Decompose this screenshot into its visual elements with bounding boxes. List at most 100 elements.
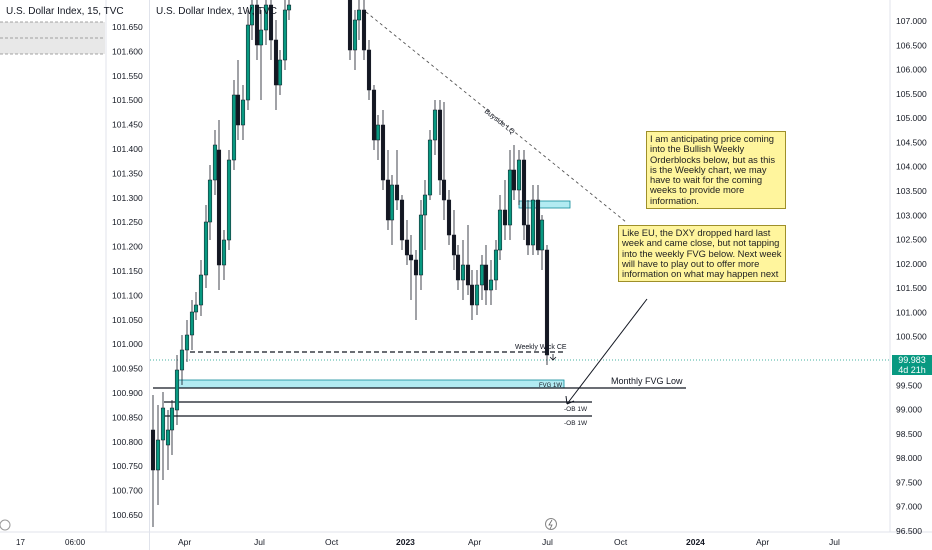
candle-body [193,304,199,313]
left-y-tick-label: 101.150 [112,266,143,276]
candle-body [245,24,251,101]
candle-body [465,264,471,286]
candle-body [451,234,457,256]
left-y-tick-label: 101.450 [112,120,143,130]
candle-body [516,159,522,191]
candle-body [282,9,288,61]
note-like-eu[interactable]: Like EU, the DXY dropped hard last week … [618,225,786,283]
x-tick-label: Apr [468,537,481,547]
candle-body [226,159,232,241]
x-tick-label: 2024 [686,537,705,547]
x-tick-label: 2023 [396,537,415,547]
candle-body [525,224,531,246]
left-y-tick-label: 100.750 [112,461,143,471]
note-anticipating[interactable]: I am anticipating price coming into the … [646,131,786,210]
candle-body [347,0,353,51]
y-tick-label: 103.500 [896,186,927,196]
y-tick-label: 98.000 [896,453,922,463]
y-tick-label: 98.500 [896,429,922,439]
last-price-value: 99.983 [898,355,926,365]
left-y-tick-label: 101.600 [112,46,143,56]
candle-body [418,214,424,276]
candle-body [385,179,391,221]
candle-body [380,124,386,181]
candle-body [422,194,428,216]
left-y-tick-label: 101.550 [112,71,143,81]
upper-fvg-box [518,200,571,209]
left-y-tick-label: 101.400 [112,144,143,154]
candle-body [413,259,419,276]
weekly-fvg-box [175,379,565,389]
x-tick-label: Oct [325,537,339,547]
candle-body [460,264,466,281]
left-chart-title: U.S. Dollar Index, 15, TVC [6,6,124,17]
candle-body [203,221,209,276]
candle-body [150,429,156,471]
drop-marker [549,354,557,361]
y-tick-label: 105.000 [896,113,927,123]
y-tick-label: 99.500 [896,380,922,390]
tv-logo-icon [0,519,11,531]
candle-body [474,284,480,306]
candle-body [268,4,274,41]
candle-body [530,199,536,246]
note-arrow-head [565,395,575,405]
x-tick-label: Jul [829,537,840,547]
x-tick-label: Jul [542,537,553,547]
y-tick-label: 102.500 [896,235,927,245]
y-tick-label: 105.500 [896,89,927,99]
candle-body [483,264,489,291]
left-y-tick-label: 100.800 [112,437,143,447]
left-y-tick-label: 100.700 [112,486,143,496]
candle-body [240,99,246,126]
candle-body [399,199,405,241]
y-tick-label: 107.000 [896,16,927,26]
candle-body [404,239,410,256]
y-tick-label: 101.500 [896,283,927,293]
left-y-tick-label: 101.050 [112,315,143,325]
candle-body [231,94,237,161]
x-tick-label: Apr [756,537,769,547]
left-y-tick-label: 100.900 [112,388,143,398]
left-y-tick-label: 101.300 [112,193,143,203]
candle-body [469,284,475,306]
candle-body [155,439,161,471]
left-y-tick-label: 101.650 [112,22,143,32]
candle-body [216,149,222,266]
candle-body [273,39,279,86]
candle-body [189,311,195,336]
y-tick-label: 106.000 [896,65,927,75]
candle-body [207,179,213,223]
left-y-tick-label: 101.500 [112,95,143,105]
candle-body [165,429,171,446]
left-x-tick-label: 17 [16,538,25,547]
right-chart-pane[interactable]: 107.000 106.500 106.000 105.500 105.000 104.5… [150,0,932,550]
y-tick-label: 106.500 [896,40,927,50]
candle-body [479,264,485,286]
y-tick-label: 100.500 [896,332,927,342]
candle-body [356,9,362,21]
candle-body [184,334,190,351]
candle-body [258,29,264,46]
left-y-tick-label: 101.250 [112,217,143,227]
candle-body [235,94,241,126]
left-chart-canvas[interactable]: 101.650 101.600 101.550 101.500 101.450 101.4… [0,0,149,550]
candle-body [455,254,461,281]
candle-body [394,184,400,201]
candle-body [174,369,180,411]
candle-body [286,4,292,11]
left-y-tick-label: 101.200 [112,242,143,252]
candle-body [427,139,433,196]
buyside-trendline [365,11,627,223]
candle-body [212,144,218,181]
left-chart-pane[interactable]: 101.650 101.600 101.550 101.500 101.450 101.4… [0,0,150,550]
candle-body [535,199,541,251]
y-tick-label: 101.000 [896,307,927,317]
left-x-tick-label: 06:00 [65,538,86,547]
candle-body [361,9,367,51]
candle-body [432,109,438,141]
weekly-chart-canvas[interactable]: 107.000 106.500 106.000 105.500 105.000 104.5… [150,0,932,550]
y-tick-label: 104.000 [896,162,927,172]
x-tick-label: Oct [614,537,628,547]
candle-body [366,49,372,91]
